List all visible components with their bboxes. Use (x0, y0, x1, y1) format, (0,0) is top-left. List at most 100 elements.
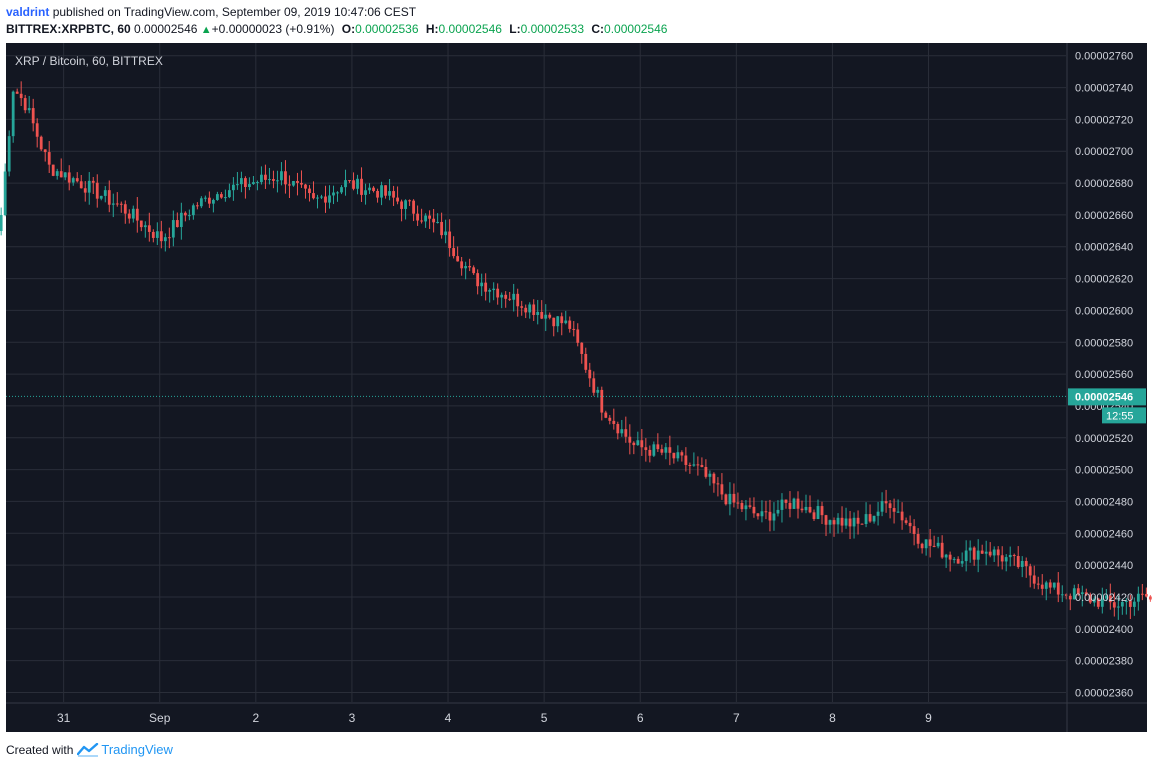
x-tick-label: 8 (829, 711, 836, 725)
candle (19, 81, 23, 107)
candle (324, 185, 327, 213)
candle (556, 315, 560, 333)
candle (976, 539, 980, 573)
candle (880, 492, 884, 517)
x-tick-label: 4 (445, 711, 452, 725)
candle (932, 535, 936, 548)
candle (824, 514, 828, 537)
candle (520, 300, 524, 316)
candle (340, 185, 343, 195)
candle (191, 203, 195, 220)
candle (444, 219, 448, 244)
candle (900, 502, 904, 530)
candle (1080, 585, 1084, 607)
candle (1128, 594, 1132, 619)
candle (412, 199, 415, 222)
candle (1036, 576, 1040, 590)
candle (480, 273, 484, 297)
candles (0, 81, 1153, 620)
candle (996, 546, 1000, 567)
candle (724, 493, 728, 506)
candle (796, 491, 800, 519)
candle (256, 180, 259, 191)
candle (620, 419, 624, 437)
candle (139, 220, 143, 232)
candle (1048, 579, 1052, 594)
candle (336, 191, 339, 202)
candle (304, 183, 307, 199)
close-value: 0.00002546 (604, 22, 668, 36)
candle (1120, 598, 1124, 615)
y-tick-label: 0.00002640 (1075, 242, 1133, 254)
candle (992, 546, 996, 562)
candle (580, 342, 584, 364)
candle (232, 177, 235, 201)
candle (924, 539, 928, 556)
candle (872, 515, 876, 524)
candle (1040, 574, 1044, 596)
y-tick-label: 0.00002580 (1075, 337, 1133, 349)
candle (179, 202, 183, 240)
candle (43, 149, 47, 162)
high-value: 0.00002546 (438, 22, 502, 36)
candle (187, 209, 191, 221)
candle (564, 310, 568, 325)
candle (868, 504, 872, 523)
time-axis[interactable]: 3031Sep23456789 (0, 711, 932, 725)
candle (219, 192, 223, 199)
candle (328, 185, 331, 209)
candle (464, 261, 468, 280)
y-tick-label: 0.00002740 (1075, 83, 1133, 95)
publish-info: published on TradingView.com, September … (52, 5, 417, 19)
last-price-tag-value: 0.00002546 (1075, 391, 1133, 403)
symbol-label: BITTREX:XRPBTC, 60 (6, 22, 131, 36)
candle (692, 452, 696, 467)
candle (127, 209, 131, 224)
candle (268, 167, 271, 185)
candle (632, 441, 636, 455)
tradingview-brand-link[interactable]: TradingView (101, 742, 173, 757)
candle (360, 167, 363, 202)
candle (280, 162, 283, 186)
chart-title: XRP / Bitcoin, 60, BITTREX (15, 54, 163, 68)
candle (636, 431, 640, 446)
y-tick-label: 0.00002500 (1075, 465, 1133, 477)
candle (432, 209, 436, 233)
x-tick-label: 3 (349, 711, 356, 725)
candle (1064, 593, 1068, 600)
last-price-tag: 0.00002546 12:55 (1068, 388, 1146, 424)
candle (71, 176, 75, 186)
candle (167, 227, 171, 249)
candle (171, 210, 175, 247)
candle (648, 445, 652, 463)
candle (616, 421, 620, 440)
candle (628, 424, 632, 455)
candle (272, 170, 275, 189)
candle (684, 447, 688, 472)
candle (79, 174, 83, 189)
candle (1032, 565, 1036, 589)
y-tick-label: 0.00002600 (1075, 305, 1133, 317)
y-tick-label: 0.00002760 (1075, 51, 1133, 63)
y-tick-label: 0.00002420 (1075, 592, 1133, 604)
candle (35, 118, 39, 148)
candle (264, 164, 267, 189)
candle (236, 172, 239, 190)
candle (472, 265, 476, 275)
candle (1100, 587, 1104, 614)
candle (540, 300, 544, 320)
candle (420, 208, 423, 224)
candle (532, 299, 536, 321)
price-axis[interactable]: 0.00002760 0.00002740 0.00002720 0.00002700… (1075, 51, 1133, 700)
y-tick-label: 0.00002660 (1075, 210, 1133, 222)
candle (1052, 582, 1056, 590)
author-link[interactable]: valdrint (6, 5, 50, 19)
candle (844, 507, 848, 529)
candle (760, 500, 764, 523)
candle (848, 510, 852, 540)
candle (1092, 596, 1096, 607)
candle (768, 499, 772, 532)
last-price-tag-bg (1068, 388, 1146, 406)
candle (195, 202, 199, 210)
